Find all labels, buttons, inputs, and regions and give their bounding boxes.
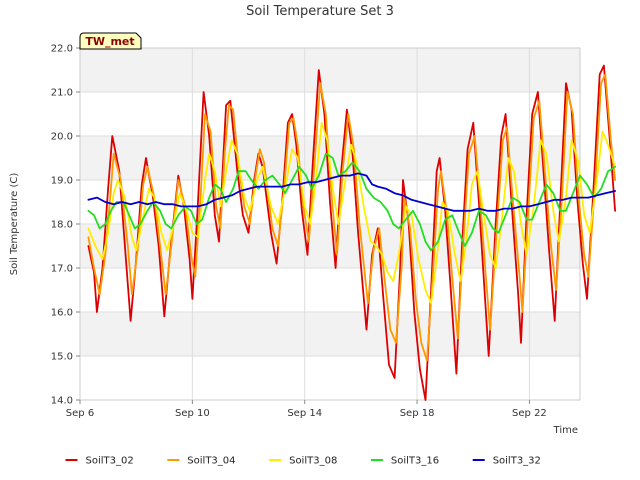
x-axis-title: Time (553, 425, 578, 436)
y-tick-label: 21.0 (51, 88, 73, 99)
chart-title: Soil Temperature Set 3 (246, 4, 394, 19)
badge-label: TW_met (85, 35, 134, 48)
y-tick-label: 14.0 (51, 396, 73, 407)
series-line-soilt3-16 (87, 152, 616, 252)
x-tick-label: Sep 18 (400, 408, 435, 419)
y-tick-label: 17.0 (51, 264, 73, 275)
x-tick-label: Sep 14 (287, 408, 322, 419)
series-lines (87, 64, 616, 401)
series-line-soilt3-08 (87, 121, 616, 305)
legend-label: SoilT3_02 (86, 456, 134, 467)
x-tick-label: Sep 10 (175, 408, 210, 419)
tw-met-badge: TW_met (79, 32, 142, 50)
y-axis-ticks: 14.0 15.0 16.0 17.0 18.0 19.0 20.0 21.0 22.0 (51, 44, 80, 407)
plot-band (80, 224, 580, 268)
x-axis-ticks: Sep 6 Sep 10 Sep 14 Sep 18 Sep 22 (66, 400, 547, 419)
plot-band (80, 268, 580, 312)
series-line-soilt3-04 (87, 73, 616, 362)
x-tick-label: Sep 6 (66, 408, 94, 419)
y-tick-label: 18.0 (51, 220, 73, 231)
legend-label: SoilT3_32 (493, 456, 541, 467)
plot-band (80, 48, 580, 92)
legend-label: SoilT3_08 (289, 456, 337, 467)
y-tick-label: 22.0 (51, 44, 73, 55)
plot-band (80, 92, 580, 136)
plot-band (80, 312, 580, 356)
y-tick-label: 16.0 (51, 308, 73, 319)
legend: SoilT3_02 SoilT3_04 SoilT3_08 SoilT3_16 Soil… (65, 456, 541, 467)
y-axis-title: Soil Temperature (C) (9, 173, 20, 276)
legend-label: SoilT3_16 (391, 456, 439, 467)
y-tick-label: 19.0 (51, 176, 73, 187)
plot-band (80, 356, 580, 400)
legend-label: SoilT3_04 (187, 456, 235, 467)
y-tick-label: 20.0 (51, 132, 73, 143)
x-tick-label: Sep 22 (512, 408, 547, 419)
series-line-soilt3-32 (87, 172, 616, 212)
y-tick-label: 15.0 (51, 352, 73, 363)
